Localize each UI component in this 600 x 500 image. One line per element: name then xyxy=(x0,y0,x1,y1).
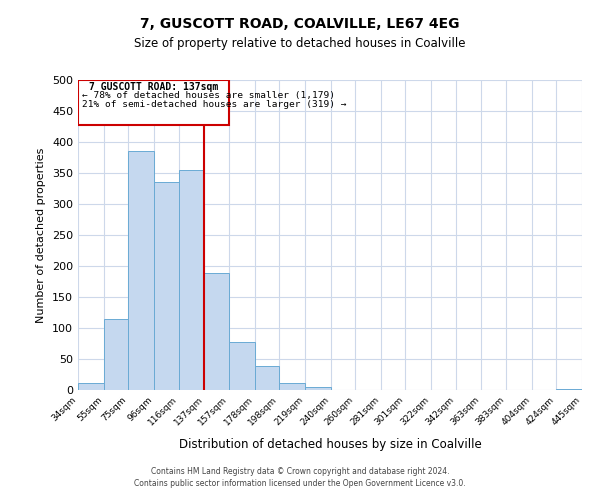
Text: Size of property relative to detached houses in Coalville: Size of property relative to detached ho… xyxy=(134,38,466,51)
Text: 21% of semi-detached houses are larger (319) →: 21% of semi-detached houses are larger (… xyxy=(82,100,346,110)
Bar xyxy=(229,342,254,390)
Text: ← 78% of detached houses are smaller (1,179): ← 78% of detached houses are smaller (1,… xyxy=(82,91,335,100)
Bar xyxy=(205,274,229,390)
Text: Contains HM Land Registry data © Crown copyright and database right 2024.: Contains HM Land Registry data © Crown c… xyxy=(151,467,449,476)
Bar xyxy=(254,366,279,390)
X-axis label: Distribution of detached houses by size in Coalville: Distribution of detached houses by size … xyxy=(179,438,481,451)
Bar xyxy=(154,182,179,390)
FancyBboxPatch shape xyxy=(78,80,229,124)
Text: Contains public sector information licensed under the Open Government Licence v3: Contains public sector information licen… xyxy=(134,478,466,488)
Bar xyxy=(104,318,128,390)
Bar xyxy=(305,387,331,390)
Text: 7, GUSCOTT ROAD, COALVILLE, LE67 4EG: 7, GUSCOTT ROAD, COALVILLE, LE67 4EG xyxy=(140,18,460,32)
Y-axis label: Number of detached properties: Number of detached properties xyxy=(37,148,46,322)
Bar xyxy=(179,170,205,390)
Bar xyxy=(78,382,104,390)
Text: 7 GUSCOTT ROAD: 137sqm: 7 GUSCOTT ROAD: 137sqm xyxy=(89,82,218,92)
Bar xyxy=(128,152,154,390)
Bar xyxy=(279,382,305,390)
